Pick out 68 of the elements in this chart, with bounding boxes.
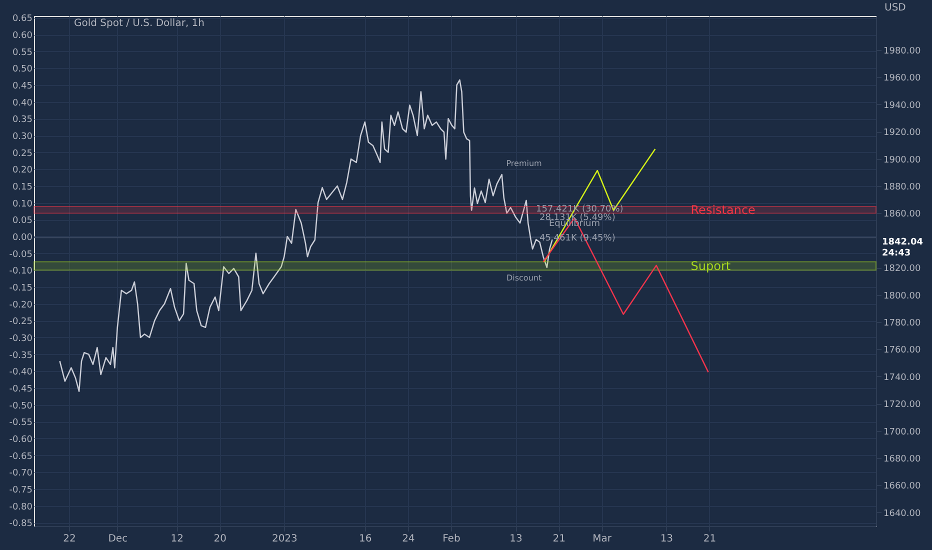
y-tick-label: -0.75 [9, 485, 32, 496]
y-tick-label: 0.10 [12, 199, 33, 210]
band-label: Suport [690, 258, 731, 273]
x-tick-label: Dec [108, 534, 128, 544]
y2-tick-label: 1880.00 [884, 182, 921, 192]
y-tick-label: 0.15 [12, 182, 32, 192]
y-tick-label: 0.65 [12, 14, 32, 24]
y-tick-label: 0.00 [12, 232, 33, 243]
y2-tick-label: 1660.00 [884, 482, 921, 492]
x-tick-label: 2023 [272, 534, 298, 544]
chart-title: Gold Spot / U.S. Dollar, 1h [74, 18, 205, 29]
y2-tick-label: 1780.00 [884, 318, 921, 328]
band-label: Resistance [690, 202, 756, 217]
x-tick-label: 22 [63, 534, 76, 544]
y-tick-label: -0.10 [9, 266, 33, 277]
x-tick-label: 20 [214, 534, 226, 544]
y-tick-label: -0.30 [9, 334, 33, 344]
annotation: Premium [506, 158, 542, 168]
y-tick-label: -0.60 [9, 434, 33, 445]
y2-tick-label: 1680.00 [884, 454, 921, 464]
y-tick-label: 0.40 [12, 98, 33, 108]
annotation: Discount [506, 274, 542, 283]
y-tick-label: 0.60 [12, 31, 33, 42]
y-tick-label: -0.50 [9, 401, 33, 412]
y-tick-label: -0.45 [9, 384, 32, 394]
y2-tick-label: 1960.00 [884, 74, 921, 84]
y2-tick-label: 1920.00 [884, 128, 921, 138]
y-tick-label: 0.55 [12, 48, 32, 58]
y-tick-label: -0.80 [9, 502, 33, 512]
y-tick-label: -0.15 [9, 283, 32, 294]
y-tick-label: 0.45 [12, 82, 32, 92]
y-tick-label: 0.50 [12, 64, 33, 75]
y-tick-label: 0.35 [12, 115, 32, 126]
y2-tick-label: 1980.00 [884, 46, 921, 56]
y-tick-label: -0.85 [9, 519, 32, 530]
ref-line-label: 1842.04 24:43 [882, 238, 923, 259]
y2-tick-label: 1860.00 [884, 210, 921, 220]
y2-tick-label: 1900.00 [884, 155, 921, 166]
y-tick-label: -0.35 [9, 350, 32, 361]
x-tick-label: 13 [510, 534, 522, 544]
x-tick-label: 21 [552, 534, 566, 544]
y-tick-label: -0.40 [9, 368, 33, 378]
x-tick-label: 12 [170, 534, 184, 544]
y2-tick-label: 1940.00 [884, 100, 921, 111]
y2-axis-title: USD [884, 2, 906, 14]
y-tick-label: 0.30 [12, 132, 33, 142]
y-tick-label: -0.65 [9, 452, 32, 462]
y-tick-label: 0.20 [12, 166, 33, 176]
y-tick-label: 0.05 [12, 216, 32, 226]
y-tick-label: -0.05 [9, 250, 32, 260]
x-tick-label: Feb [442, 534, 460, 544]
y2-tick-label: 1820.00 [884, 264, 921, 274]
y2-tick-label: 1640.00 [884, 508, 921, 519]
y-tick-label: 0.25 [12, 148, 32, 159]
y2-tick-label: 1800.00 [884, 291, 921, 302]
x-tick-label: 16 [359, 534, 372, 544]
y2-tick-label: 1720.00 [884, 400, 921, 410]
y2-tick-label: 1760.00 [884, 346, 921, 356]
y2-tick-label: 1740.00 [884, 372, 921, 383]
y-tick-label: -0.70 [9, 468, 33, 479]
y-tick-label: -0.55 [9, 418, 32, 428]
x-tick-label: 13 [660, 534, 674, 544]
y2-tick-label: 1700.00 [884, 427, 921, 438]
x-tick-label: 24 [402, 534, 415, 544]
x-tick-label: 21 [703, 534, 716, 544]
x-tick-label: Mar [592, 534, 612, 544]
y-tick-label: -0.20 [9, 300, 33, 310]
y-tick-label: -0.25 [9, 317, 32, 328]
